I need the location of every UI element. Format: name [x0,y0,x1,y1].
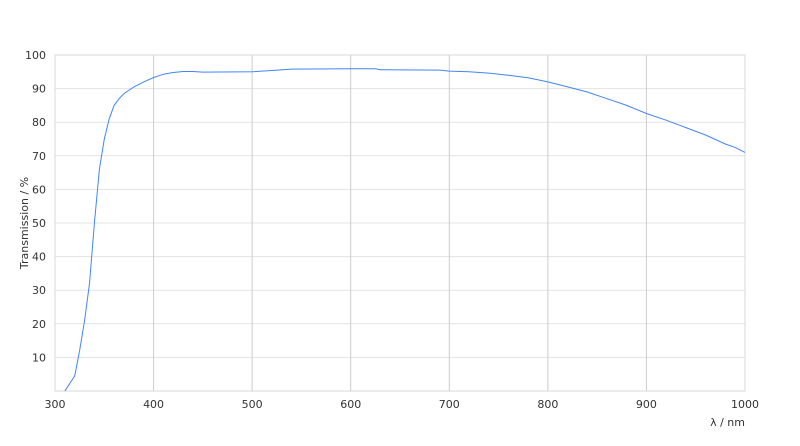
y-tick-label: 90 [32,83,46,96]
y-tick-label: 100 [25,49,46,62]
x-tick-label: 400 [143,398,164,411]
y-tick-label: 30 [32,284,46,297]
series-line [64,68,746,392]
y-tick-label: 40 [32,251,46,264]
x-axis-label: λ / nm [710,416,745,429]
plot-border [54,54,746,392]
y-tick-label: 80 [32,116,46,129]
tick-labels: 10 20 30 40 50 60 70 80 90 100 300 400 500 600 700 800 9… [25,49,759,411]
x-tick-label: 800 [537,398,558,411]
x-tick-label: 700 [439,398,460,411]
y-tick-label: 10 [32,351,46,364]
y-tick-label: 60 [32,183,46,196]
x-tick-label: 900 [636,398,657,411]
y-tick-label: 70 [32,150,46,163]
x-tick-label: 600 [340,398,361,411]
x-tick-label: 1000 [731,398,759,411]
x-tick-label: 500 [242,398,263,411]
x-tick-label: 300 [45,398,66,411]
y-axis-label: Transmission / % [18,177,31,270]
grid [55,54,745,391]
y-tick-label: 20 [32,318,46,331]
y-tick-label: 50 [32,217,46,230]
